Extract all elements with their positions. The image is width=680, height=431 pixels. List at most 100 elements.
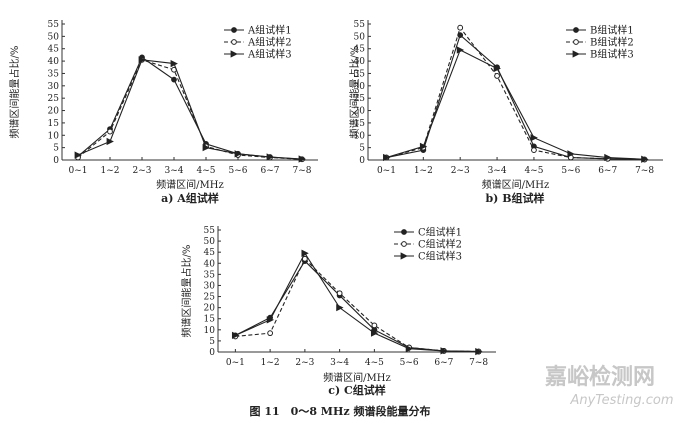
y-tick-label: 50 (48, 32, 60, 42)
series-line (77, 59, 303, 160)
series-line (77, 56, 303, 160)
legend-entry: B组试样3 (590, 48, 634, 61)
y-tick-label: 40 (204, 259, 216, 269)
legend-marker (573, 27, 579, 33)
chart-caption: b) B组试样 (485, 191, 544, 205)
x-tick-label: 4~5 (524, 166, 543, 176)
y-tick-label: 45 (48, 45, 60, 55)
x-tick-label: 3~4 (488, 166, 507, 176)
data-point (493, 64, 501, 73)
x-tick-label: 1~2 (414, 166, 433, 176)
y-tick-label: 10 (204, 326, 216, 336)
x-tick-label: 6~7 (434, 358, 453, 368)
legend-entry: A组试样1 (247, 24, 292, 37)
x-tick-label: 7~8 (635, 166, 654, 176)
x-tick-label: 4~5 (365, 358, 384, 368)
x-tick-label: 3~4 (165, 166, 184, 176)
legend-marker (230, 50, 238, 58)
x-axis-label: 频谱区间/MHz (156, 178, 224, 191)
x-tick-label: 2~3 (133, 166, 152, 176)
data-point (106, 137, 114, 146)
data-point (266, 153, 274, 161)
y-tick-label: 35 (48, 69, 60, 79)
series-line (235, 252, 479, 353)
y-tick-label: 25 (204, 293, 216, 303)
y-tick-label: 5 (53, 144, 59, 154)
x-tick-label: 5~6 (229, 166, 248, 176)
legend-marker (401, 241, 407, 247)
legend-marker (572, 50, 580, 58)
legend-entry: A组试样2 (247, 36, 292, 49)
y-tick-label: 5 (209, 337, 215, 347)
x-tick-label: 6~7 (261, 166, 280, 176)
data-point (234, 150, 242, 158)
series-line (386, 26, 645, 161)
y-tick-label: 25 (48, 94, 60, 104)
y-tick-label: 30 (48, 82, 60, 92)
y-tick-label: 55 (204, 226, 216, 236)
data-point (107, 128, 113, 135)
data-point (267, 330, 274, 337)
x-tick-label: 1~2 (101, 166, 120, 176)
legend-entry: B组试样2 (590, 36, 634, 49)
x-tick-label: 0~1 (226, 358, 245, 368)
legend-marker (401, 229, 407, 235)
data-point (457, 32, 464, 39)
y-tick-label: 5 (359, 144, 365, 154)
data-point (440, 347, 448, 355)
watermark-brand-en: AnyTesting.com (569, 393, 673, 408)
y-tick-label: 15 (204, 315, 216, 325)
data-point (457, 24, 464, 31)
y-axis-label: 频谱区间能量占比/% (8, 46, 21, 139)
chart-caption: c) C组试样 (328, 383, 386, 397)
series-line (235, 260, 479, 353)
y-tick-label: 25 (354, 94, 366, 104)
y-tick-label: 0 (53, 156, 59, 166)
y-tick-label: 45 (204, 248, 216, 258)
data-point (336, 290, 343, 297)
data-point (138, 56, 146, 64)
data-point (298, 155, 306, 163)
y-axis-label: 频谱区间能量占比/% (180, 245, 193, 338)
x-tick-label: 4~5 (197, 166, 216, 176)
x-tick-label: 1~2 (261, 358, 280, 368)
legend-entry: C组试样2 (418, 238, 462, 251)
y-tick-label: 10 (48, 131, 60, 141)
data-point (383, 153, 391, 162)
data-point (202, 143, 210, 152)
legend-entry: B组试样1 (590, 24, 634, 37)
data-point (641, 155, 649, 163)
legend-entry: A组试样3 (247, 48, 292, 61)
data-point (530, 134, 538, 142)
x-tick-label: 6~7 (598, 166, 617, 176)
x-tick-label: 7~8 (293, 166, 312, 176)
y-axis-label: 频谱区间能量占比/% (348, 46, 361, 139)
x-axis-label: 频谱区间/MHz (482, 178, 550, 191)
x-tick-label: 2~3 (451, 166, 470, 176)
data-point (475, 347, 483, 356)
data-point (371, 322, 378, 329)
y-tick-label: 35 (354, 69, 366, 79)
data-point (405, 345, 414, 353)
legend-entry: C组试样1 (418, 226, 462, 239)
y-tick-label: 0 (209, 348, 215, 358)
y-tick-label: 15 (354, 119, 366, 129)
y-tick-label: 10 (354, 131, 366, 141)
data-point (301, 249, 309, 257)
x-axis-label: 频谱区间/MHz (323, 371, 391, 384)
y-tick-label: 55 (354, 20, 366, 30)
series-line (386, 49, 645, 160)
y-tick-label: 30 (354, 82, 366, 92)
legend-marker (231, 39, 237, 45)
x-tick-label: 5~6 (561, 166, 580, 176)
data-point (456, 46, 465, 54)
x-tick-label: 3~4 (330, 358, 349, 368)
y-tick-label: 20 (354, 107, 366, 117)
data-point (604, 153, 612, 162)
series-line (77, 59, 303, 160)
y-tick-label: 35 (204, 270, 216, 280)
series-line (235, 257, 479, 353)
y-tick-label: 15 (48, 119, 60, 129)
